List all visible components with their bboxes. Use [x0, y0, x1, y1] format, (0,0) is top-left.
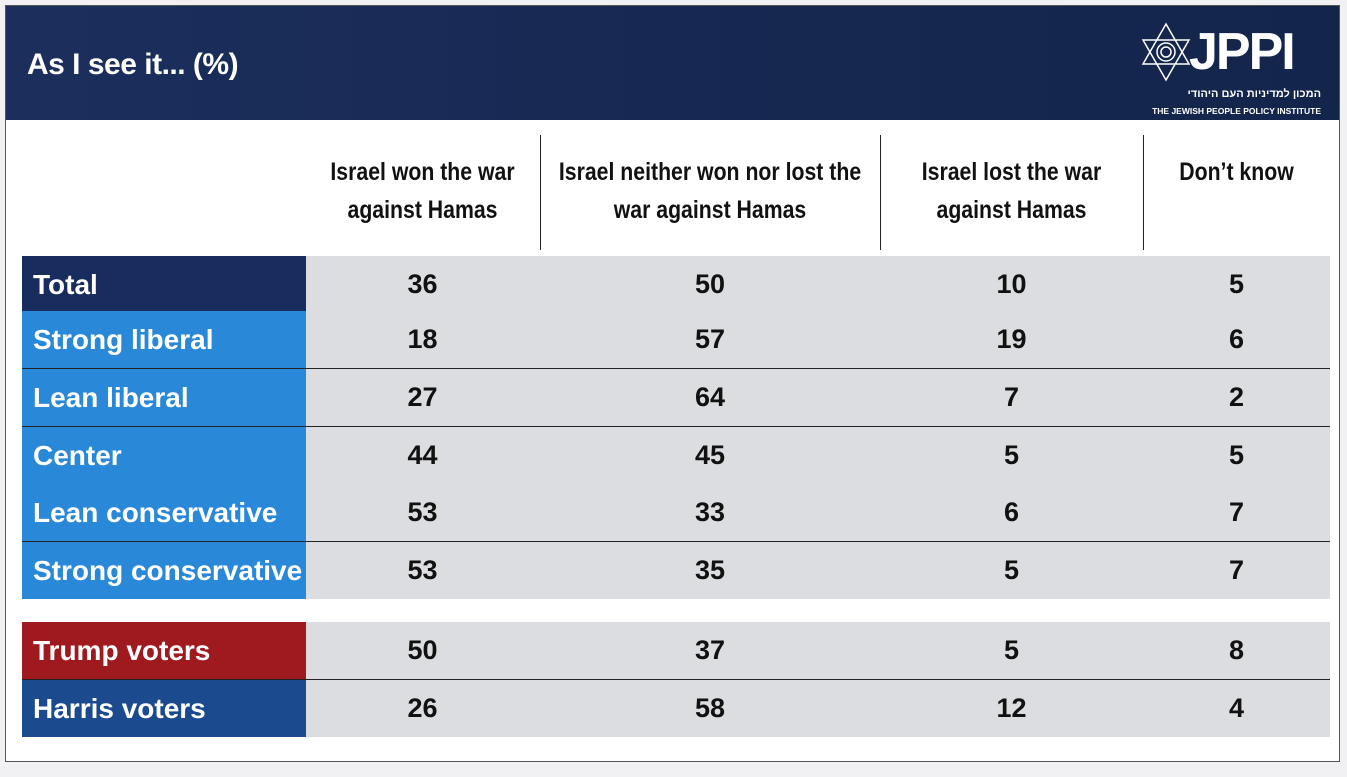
row-label: Total: [22, 256, 306, 313]
value-cell: 2: [1228, 382, 1245, 412]
value-cell: 50: [694, 269, 726, 299]
value-cell: 26: [407, 693, 438, 723]
value-cell: 33: [694, 497, 726, 527]
value-cell: 10: [996, 269, 1027, 299]
row-label: Center: [22, 427, 306, 484]
value-cell: 7: [1228, 497, 1245, 527]
value-cell: 53: [407, 497, 438, 527]
table-row: Total 36 50 10 5: [22, 256, 1330, 314]
logo-english: THE JEWISH PEOPLE POLICY INSTITUTE: [1152, 106, 1321, 116]
row-label: Lean conservative: [22, 484, 306, 541]
value-cell: 44: [407, 440, 438, 470]
value-cell: 12: [996, 693, 1027, 723]
row-label: Strong conservative: [22, 542, 306, 599]
value-cell: 27: [407, 382, 438, 412]
value-cell: 45: [694, 440, 726, 470]
logo-hebrew: המכון למדיניות העם היהודי: [1187, 88, 1321, 100]
star-of-david-icon: [1141, 22, 1191, 82]
value-cell: 18: [407, 324, 438, 354]
row-label: Trump voters: [22, 622, 306, 679]
chart-title: As I see it... (%): [27, 48, 239, 81]
value-cell: 37: [694, 635, 726, 665]
row-label: Lean liberal: [22, 369, 306, 426]
jppi-logo: JPPI המכון למדיניות העם היהודי THE JEWIS…: [1141, 18, 1321, 118]
header-bar: As I see it... (%) JPPI המכון למדיניות ה…: [6, 6, 1339, 120]
value-cell: 6: [1003, 497, 1020, 527]
table-row: Strong conservative 53 35 5 7: [22, 542, 1330, 599]
value-cell: 19: [996, 324, 1027, 354]
value-cell: 8: [1228, 635, 1245, 665]
table-row: Center 44 45 5 5: [22, 427, 1330, 485]
row-label: Harris voters: [22, 680, 306, 737]
table-row: Lean liberal 27 64 7 2: [22, 369, 1330, 427]
column-header: Israel lost the war against Hamas: [921, 158, 1102, 224]
value-cell: 50: [407, 635, 438, 665]
value-cell: 6: [1228, 324, 1245, 354]
column-header: Israel won the war against Hamas: [330, 158, 515, 224]
value-cell: 58: [694, 693, 726, 723]
value-cell: 5: [1228, 440, 1245, 470]
value-cell: 5: [1003, 635, 1020, 665]
table-row: Strong liberal 18 57 19 6: [22, 311, 1330, 369]
column-header: Don’t know: [1179, 158, 1294, 186]
table-row: Lean conservative 53 33 6 7: [22, 484, 1330, 542]
value-cell: 35: [694, 555, 726, 585]
value-cell: 7: [1003, 382, 1020, 412]
column-divider: [1143, 135, 1144, 250]
value-cell: 36: [407, 269, 438, 299]
value-cell: 57: [694, 324, 726, 354]
value-cell: 7: [1228, 555, 1245, 585]
column-divider: [880, 135, 881, 250]
value-cell: 53: [407, 555, 438, 585]
table-row: Trump voters 50 37 5 8: [22, 622, 1330, 680]
value-cell: 5: [1003, 440, 1020, 470]
logo-text: JPPI: [1189, 23, 1296, 81]
column-divider: [540, 135, 541, 250]
value-cell: 64: [694, 382, 726, 412]
row-label: Strong liberal: [22, 311, 306, 368]
column-header: Israel neither won nor lost the war agai…: [558, 158, 862, 224]
table-row: Harris voters 26 58 12 4: [22, 680, 1330, 737]
value-cell: 4: [1228, 693, 1245, 723]
value-cell: 5: [1003, 555, 1020, 585]
value-cell: 5: [1228, 269, 1245, 299]
